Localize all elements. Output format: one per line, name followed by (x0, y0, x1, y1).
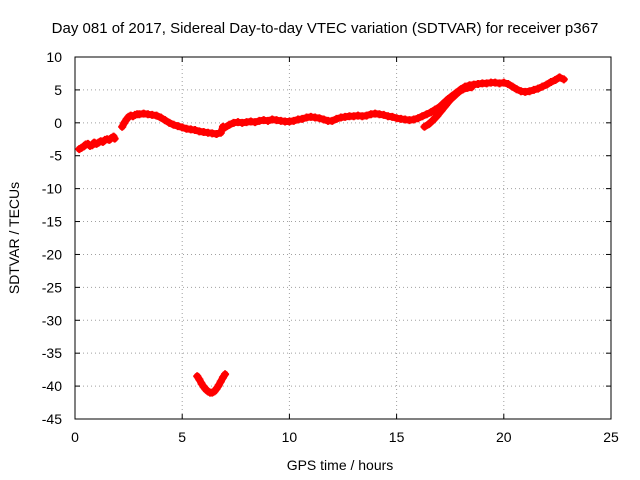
data-point (467, 83, 476, 92)
data-point (289, 116, 298, 125)
data-point (529, 85, 538, 94)
y-tick-label: -35 (42, 345, 62, 361)
data-point (362, 111, 371, 120)
x-tick-label: 10 (282, 429, 298, 445)
data-point (538, 82, 547, 91)
data-points (75, 73, 568, 397)
data-point (110, 134, 119, 143)
x-tick-label: 20 (496, 429, 512, 445)
data-point (508, 82, 517, 91)
data-point (409, 115, 418, 124)
data-point (178, 123, 187, 132)
y-axis-label: SDTVAR / TECUs (6, 182, 22, 294)
y-tick-label: -15 (42, 214, 62, 230)
data-point (165, 118, 174, 127)
series-secondary-branch (420, 83, 476, 131)
data-point (499, 78, 508, 87)
data-point (454, 87, 463, 96)
data-point (459, 85, 468, 94)
data-point (414, 114, 423, 123)
data-point (555, 73, 564, 82)
data-point (546, 78, 555, 87)
data-point (441, 101, 450, 110)
data-point (379, 110, 388, 119)
data-point (156, 113, 165, 122)
data-point (433, 111, 442, 120)
data-point (551, 76, 560, 85)
data-point (169, 120, 178, 129)
data-point (512, 85, 521, 94)
data-point (221, 123, 230, 132)
series-outlier-arc (193, 370, 230, 397)
data-point (251, 118, 260, 127)
x-tick-label: 15 (389, 429, 405, 445)
data-point (263, 116, 272, 125)
data-point (161, 116, 170, 125)
y-tick-label: 10 (46, 49, 62, 65)
data-point (534, 84, 543, 93)
data-point (388, 112, 397, 121)
data-point (152, 111, 161, 120)
data-point (420, 122, 429, 131)
y-tick-label: -45 (42, 411, 62, 427)
data-point (173, 122, 182, 131)
data-point (332, 114, 341, 123)
data-point (429, 116, 438, 125)
data-point (426, 108, 435, 117)
data-point (225, 120, 234, 129)
data-point (319, 115, 328, 124)
data-point (212, 130, 221, 139)
y-tick-label: 5 (54, 82, 62, 98)
data-point (298, 114, 307, 123)
x-tick-label: 0 (71, 429, 79, 445)
data-point (216, 128, 225, 137)
data-point (191, 126, 200, 135)
data-point (221, 370, 230, 379)
data-point (422, 110, 431, 119)
grid-lines (75, 57, 611, 419)
data-point (542, 80, 551, 89)
data-point (418, 112, 427, 121)
series-main (75, 73, 568, 154)
y-tick-label: -20 (42, 246, 62, 262)
chart-title: Day 081 of 2017, Sidereal Day-to-day VTE… (52, 20, 599, 37)
y-tick-label: -10 (42, 181, 62, 197)
data-point (504, 79, 513, 88)
data-point (446, 95, 455, 104)
data-point (315, 114, 324, 123)
y-tick-label: -40 (42, 378, 62, 394)
plot-frame (74, 56, 612, 420)
data-point (328, 116, 337, 125)
x-tick-label: 25 (603, 429, 619, 445)
x-axis-label: GPS time / hours (287, 457, 394, 473)
y-tick-label: -5 (50, 148, 63, 164)
data-point (424, 120, 433, 129)
y-tick-label: -30 (42, 312, 62, 328)
axis-ticks: 0 5 10 15 20 25 -45 -40 -35 -30 -25 -20 -15 -10 -5 0 5 10 (42, 49, 619, 445)
data-point (450, 91, 459, 100)
x-tick-label: 5 (178, 429, 186, 445)
data-point (525, 87, 534, 96)
data-point (559, 75, 568, 84)
y-tick-label: -25 (42, 279, 62, 295)
y-tick-label: 0 (54, 115, 62, 131)
data-point (437, 106, 446, 115)
